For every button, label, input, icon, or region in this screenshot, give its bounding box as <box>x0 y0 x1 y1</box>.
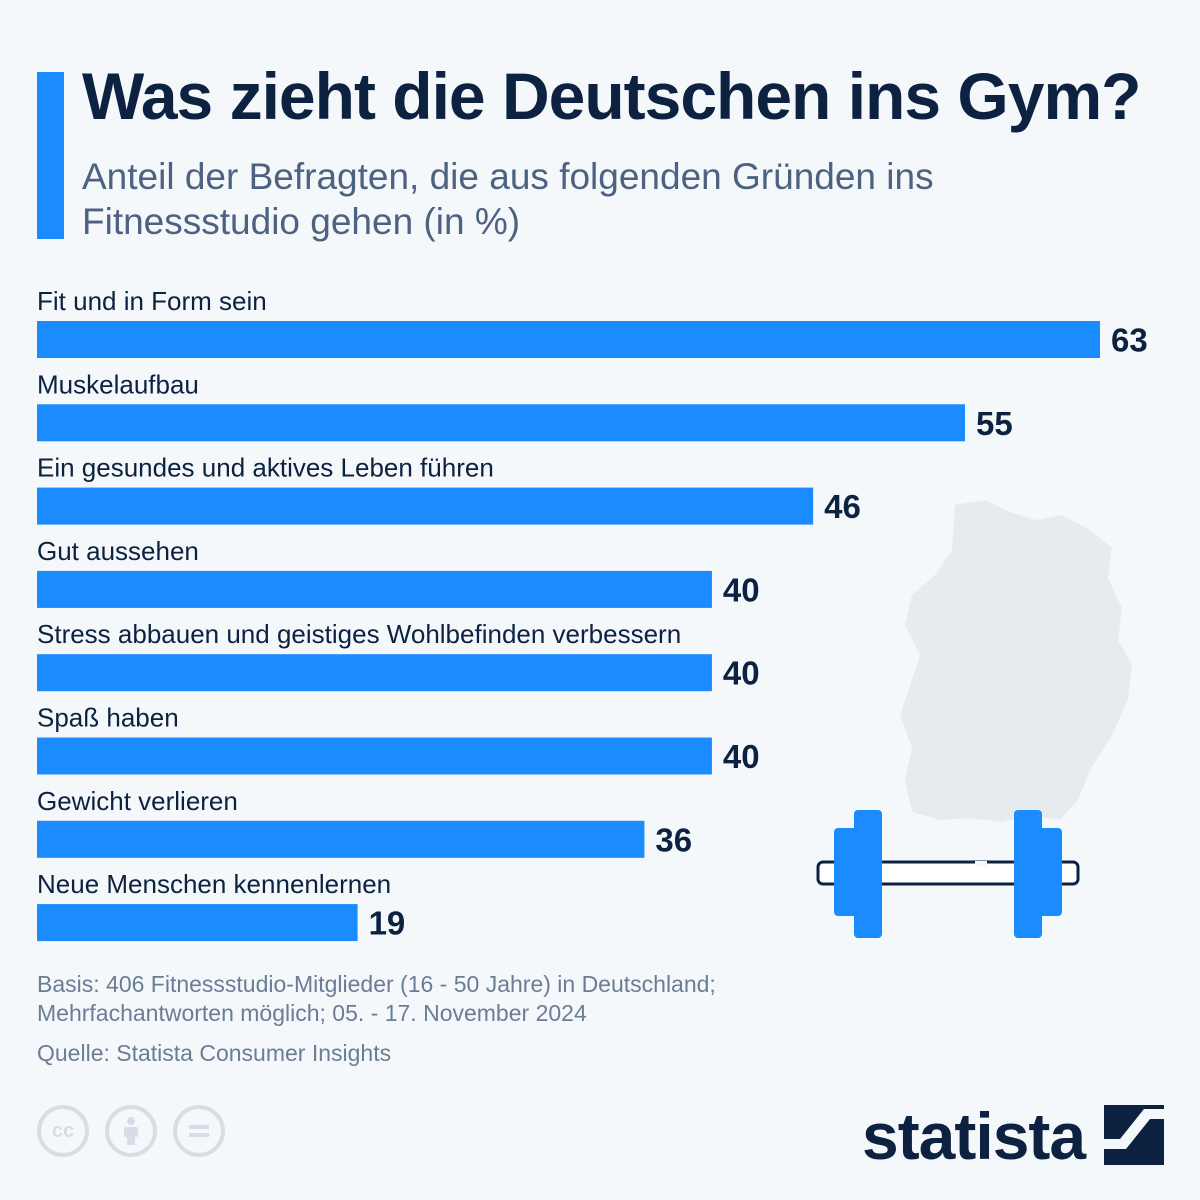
cc-icon[interactable]: cc <box>37 1105 89 1157</box>
bar-category-label: Stress abbauen und geistiges Wohlbefinde… <box>37 619 681 649</box>
basis-note: Basis: 406 Fitnessstudio-Mitglieder (16 … <box>37 971 716 1026</box>
accent-bar <box>37 72 64 239</box>
bar <box>37 654 712 692</box>
bar-category-label: Neue Menschen kennenlernen <box>37 869 391 899</box>
source-note: Quelle: Statista Consumer Insights <box>37 1040 392 1066</box>
bar-category-label: Gut aussehen <box>37 536 199 566</box>
bar <box>37 487 814 525</box>
bar-category-label: Muskelaufbau <box>37 369 199 399</box>
bar-value-label: 46 <box>824 488 861 525</box>
attribution-icon[interactable] <box>105 1105 157 1157</box>
chart-subtitle: Anteil der Befragten, die aus folgenden … <box>82 156 934 242</box>
statista-logo-text: statista <box>862 1099 1086 1173</box>
no-derivatives-icon[interactable] <box>173 1105 225 1157</box>
dumbbell-icon <box>816 810 1080 938</box>
bar-category-label: Fit und in Form sein <box>37 286 267 316</box>
bar <box>37 570 712 608</box>
bar-value-label: 40 <box>723 571 760 608</box>
bar <box>37 904 358 942</box>
bar-value-label: 55 <box>976 405 1013 442</box>
bar-category-label: Gewicht verlieren <box>37 786 238 816</box>
license-icons: cc <box>37 1105 225 1157</box>
bar-value-label: 40 <box>723 655 760 692</box>
bar <box>37 321 1100 358</box>
bar-category-label: Spaß haben <box>37 703 179 733</box>
bar-value-label: 40 <box>723 738 760 775</box>
bar <box>37 737 712 775</box>
statista-logo-icon <box>1104 1105 1164 1165</box>
bar-value-label: 36 <box>655 821 692 858</box>
chart-title: Was zieht die Deutschen ins Gym? <box>82 59 1141 133</box>
germany-map-icon <box>900 500 1132 822</box>
bar-category-label: Ein gesundes und aktives Leben führen <box>37 453 494 483</box>
bar-value-label: 19 <box>369 905 406 942</box>
bar <box>37 404 966 442</box>
bar <box>37 820 645 858</box>
bar-value-label: 63 <box>1111 322 1148 359</box>
